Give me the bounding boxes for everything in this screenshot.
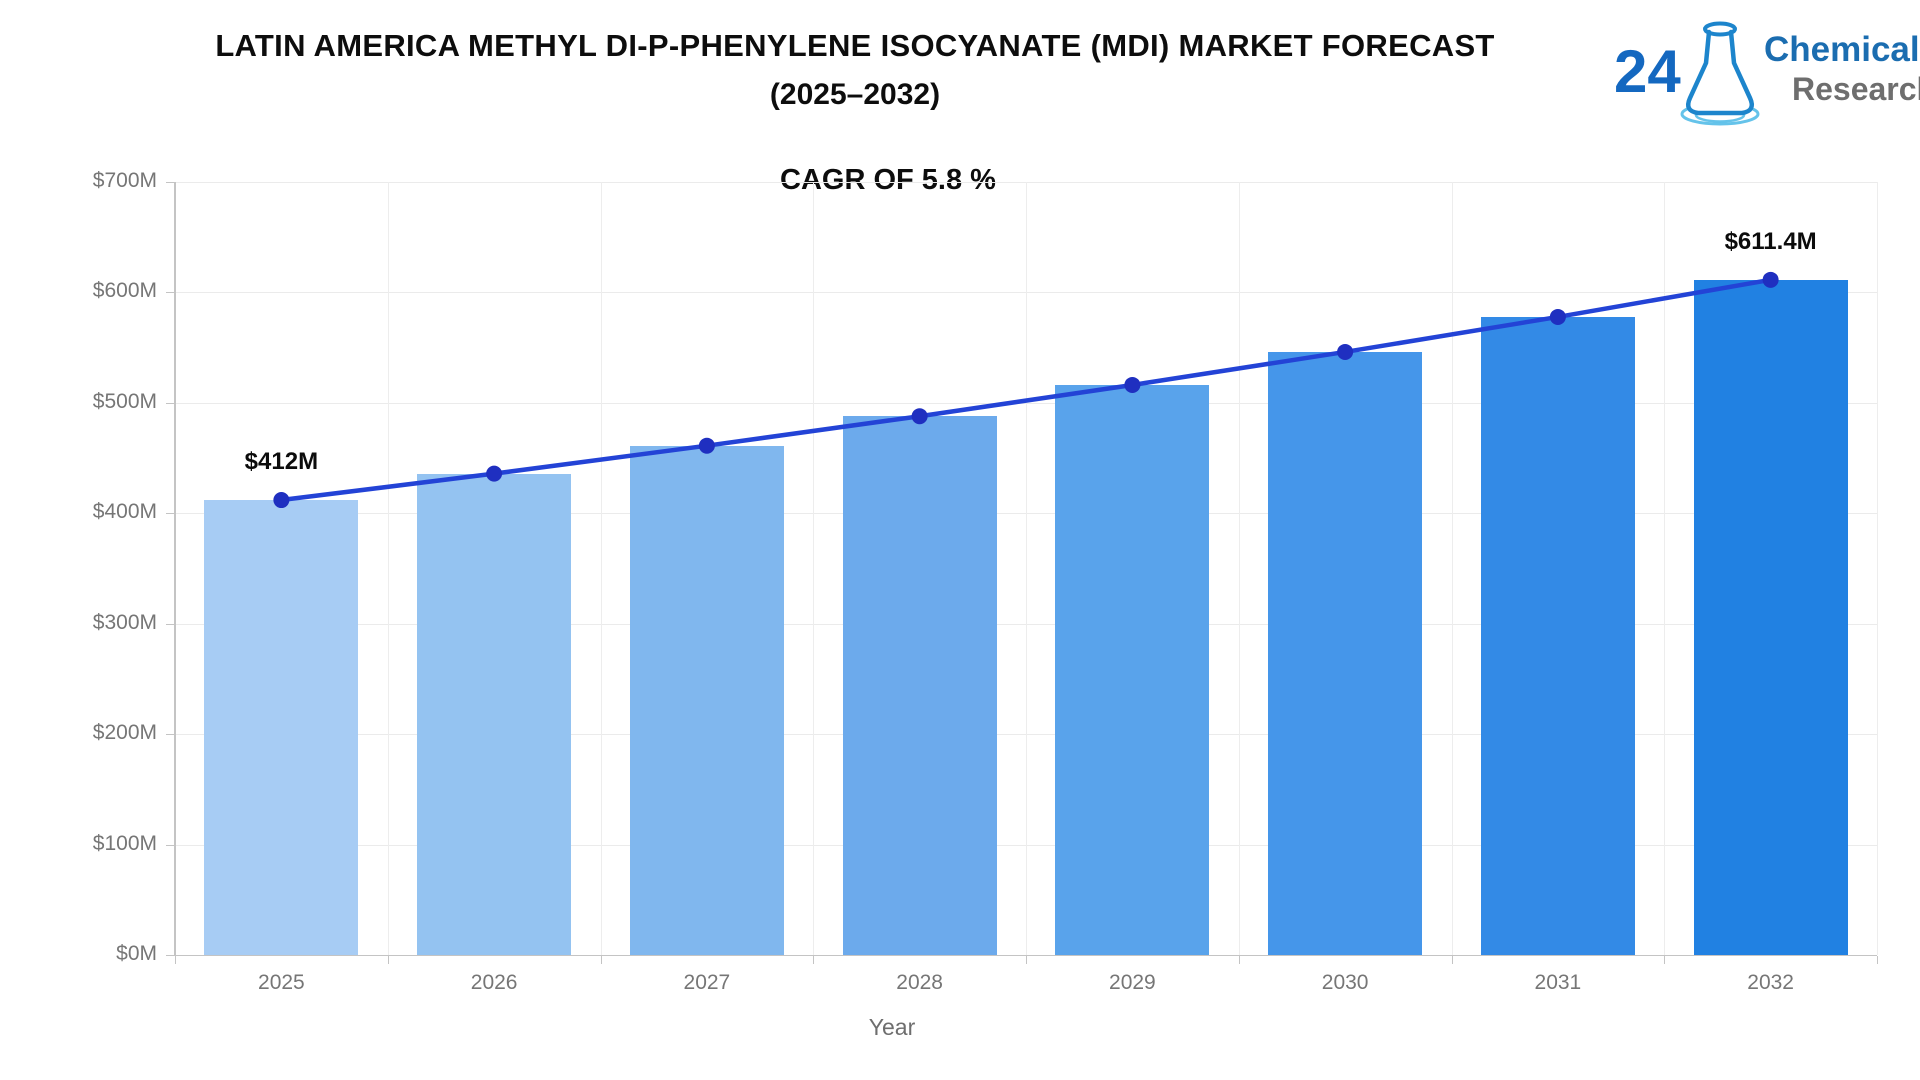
- x-axis-tick: [813, 956, 815, 964]
- v-gridline: [813, 182, 815, 955]
- y-tick-label: $400M: [92, 500, 157, 524]
- y-axis-tick: [166, 402, 174, 404]
- y-tick-label: $600M: [92, 279, 157, 303]
- x-tick-label-2030: 2030: [1321, 971, 1369, 994]
- trend-line: [281, 277, 1772, 503]
- x-axis-tick: [1238, 956, 1240, 964]
- y-axis-tick: [166, 734, 174, 736]
- x-axis-line: [174, 955, 1877, 956]
- plot-area: $0M $100M $200M $300M $400M $500M $600M $700M 20…: [93, 169, 1878, 994]
- v-gridline: [1877, 182, 1878, 955]
- x-axis-tick: [1451, 956, 1453, 964]
- bar-2027: [629, 445, 784, 955]
- chart-title-line2: (2025–2032): [769, 78, 941, 111]
- v-gridline: [1451, 182, 1453, 955]
- bar-2031: [1480, 316, 1635, 955]
- bar-2029: [1055, 384, 1210, 955]
- v-gridline: [1238, 182, 1240, 955]
- cagr-subtitle: CAGR OF 5.8 %: [780, 164, 996, 196]
- v-gridline: [1664, 182, 1666, 955]
- y-tick-label: $200M: [92, 721, 157, 745]
- x-axis-tick: [1026, 956, 1027, 964]
- y-axis-tick: [166, 292, 174, 294]
- x-tick-label-2027: 2027: [683, 971, 731, 994]
- bar-2025: [204, 500, 359, 955]
- data-point-2031: [1549, 308, 1566, 325]
- x-axis-tick: [1664, 956, 1666, 964]
- x-axis-title: Year: [868, 1014, 916, 1040]
- company-logo: 24 Chemical Research: [1612, 16, 1920, 126]
- y-axis-line: [174, 182, 176, 955]
- v-gridline: [600, 182, 602, 955]
- chart-title-line1: LATIN AMERICA METHYL DI-P-PHENYLENE ISOC…: [215, 28, 1495, 63]
- v-gridline: [387, 182, 389, 955]
- y-tick-label: $0M: [116, 942, 157, 965]
- x-axis-tick: [600, 956, 602, 964]
- logo-word-chemical: Chemical: [1764, 30, 1920, 69]
- trend-line-layer: [273, 271, 1779, 509]
- x-tick-label-2032: 2032: [1747, 971, 1794, 994]
- y-axis-tick: [166, 955, 174, 956]
- logo-text: Chemical Research: [1764, 30, 1920, 107]
- bar-2026: [417, 473, 572, 955]
- x-tick-label-2031: 2031: [1534, 971, 1582, 994]
- x-tick-label-2026: 2026: [470, 971, 518, 994]
- value-label-2025: $412M: [244, 448, 319, 476]
- y-tick-label: $700M: [92, 169, 157, 192]
- y-axis-tick: [166, 623, 174, 625]
- x-axis-tick: [387, 956, 389, 964]
- data-point-2026: [486, 465, 503, 482]
- data-point-2025: [273, 492, 290, 509]
- logo-word-research: Research: [1792, 70, 1920, 107]
- x-axis-tick: [1877, 956, 1878, 964]
- data-point-2027: [698, 437, 715, 454]
- data-point-2032: [1762, 271, 1779, 288]
- v-gridline: [1026, 182, 1027, 955]
- flask-icon: [1676, 18, 1768, 131]
- y-tick-label: $300M: [92, 610, 157, 634]
- logo-number: 24: [1614, 38, 1681, 105]
- x-tick-label-2025: 2025: [258, 971, 305, 994]
- x-tick-label-2028: 2028: [896, 971, 943, 994]
- y-axis-tick: [166, 182, 174, 183]
- data-point-2029: [1124, 376, 1141, 393]
- bar-2028: [842, 416, 997, 955]
- y-tick-label: $100M: [92, 831, 157, 855]
- data-point-2030: [1337, 343, 1354, 360]
- x-axis-tick: [175, 956, 176, 964]
- y-tick-label: $500M: [92, 389, 157, 413]
- bar-2030: [1268, 351, 1423, 955]
- chart-title: LATIN AMERICA METHYL DI-P-PHENYLENE ISOC…: [0, 28, 1710, 112]
- value-label-2032: $611.4M: [1724, 227, 1817, 255]
- x-tick-label-2029: 2029: [1109, 971, 1156, 994]
- data-point-2028: [911, 408, 928, 425]
- y-axis-tick: [166, 513, 174, 515]
- bar-2032: [1693, 279, 1848, 955]
- y-axis-tick: [166, 844, 174, 846]
